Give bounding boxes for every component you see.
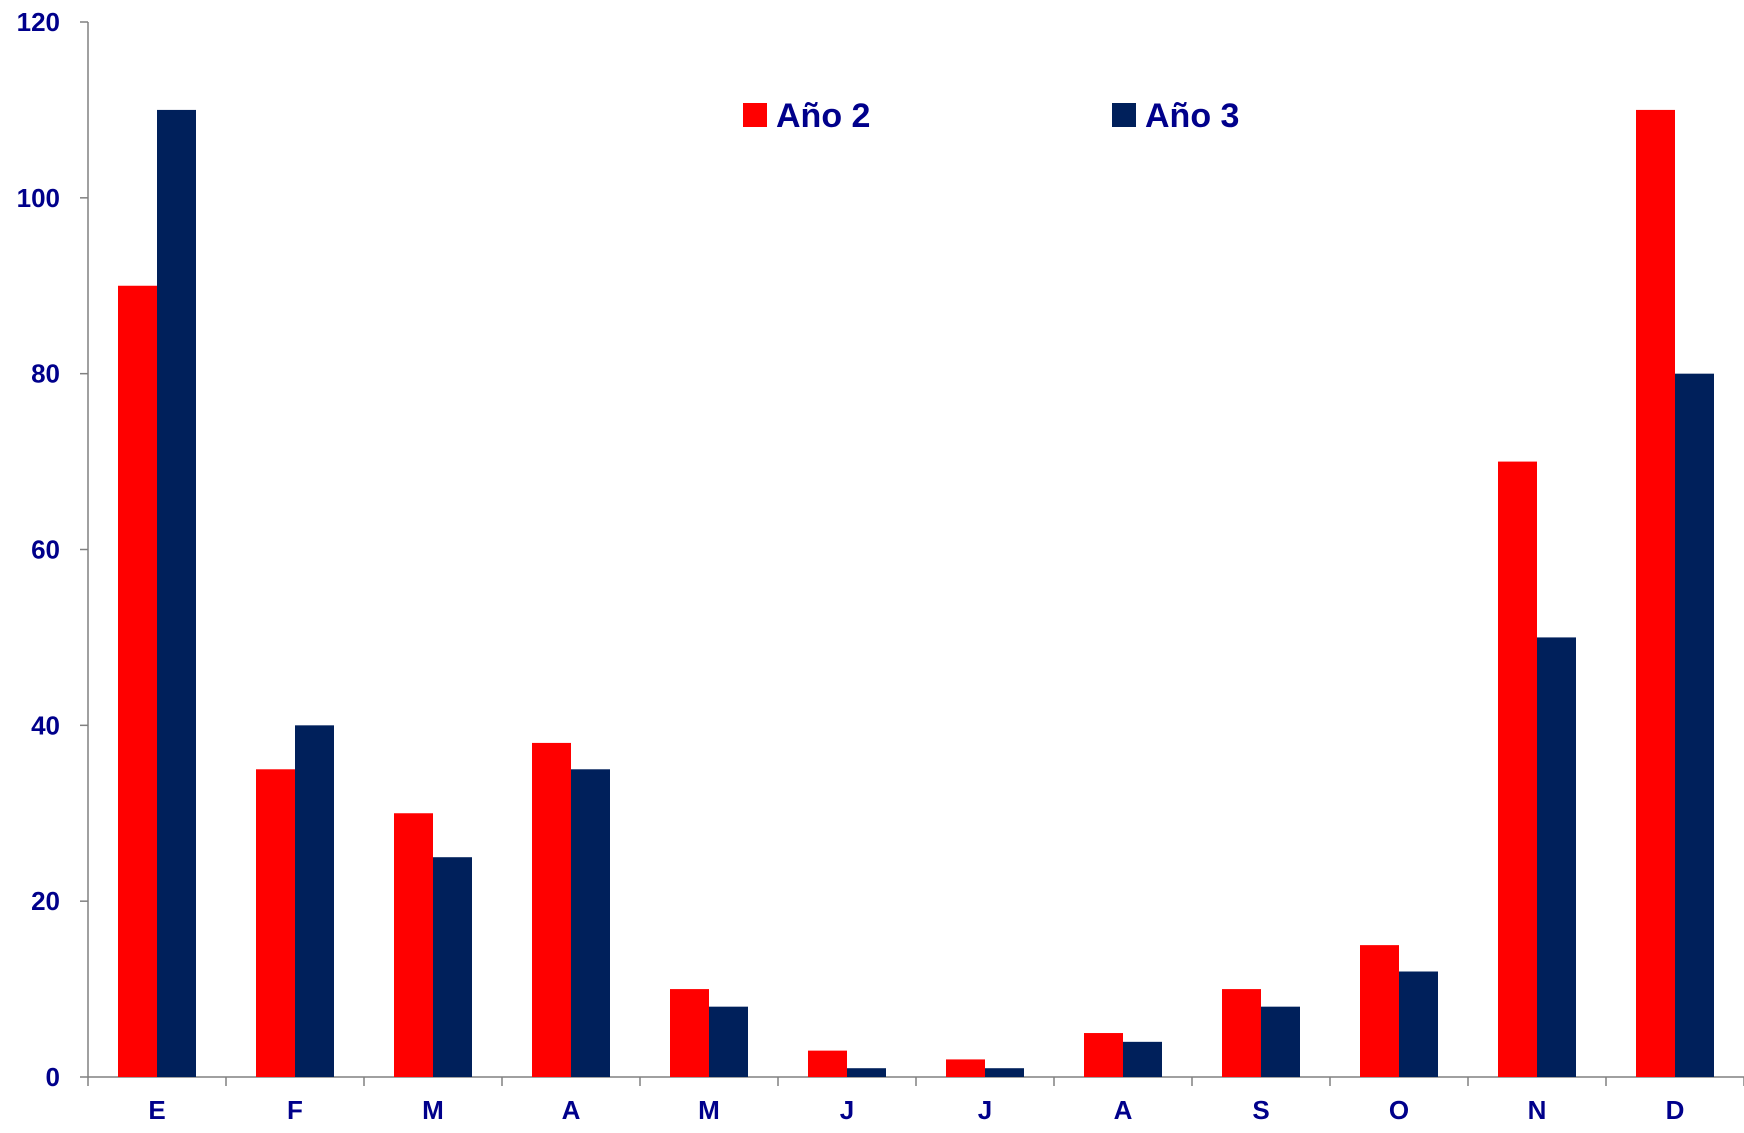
x-tick-label: F (287, 1095, 303, 1125)
legend-swatch (743, 103, 767, 127)
bar-series-2 (1261, 1006, 1300, 1077)
bar-series-2 (985, 1068, 1024, 1077)
bar-series-2 (295, 725, 334, 1077)
y-tick-label: 20 (31, 886, 60, 916)
x-tick-label: E (148, 1095, 165, 1125)
bar-series-2 (1537, 637, 1576, 1077)
y-tick-label: 80 (31, 359, 60, 389)
bar-series-1 (118, 285, 157, 1077)
bar-series-1 (532, 742, 571, 1077)
bar-series-2 (1399, 971, 1438, 1077)
y-axis: 0 20 40 60 80 100 120 (17, 7, 89, 1092)
bar-series-1 (1222, 989, 1261, 1077)
legend-label: Año 2 (776, 97, 870, 135)
bar-series-1 (256, 769, 295, 1077)
bar-series-1 (946, 1059, 985, 1077)
bar-series-2 (709, 1006, 748, 1077)
bar-series-2 (157, 109, 196, 1077)
bar-series-1 (394, 813, 433, 1077)
bar-series-1 (808, 1050, 847, 1077)
x-tick-label: M (422, 1095, 444, 1125)
y-tick-label: 0 (46, 1062, 60, 1092)
bar-series-1 (670, 989, 709, 1077)
legend: Año 2 Año 3 (743, 97, 1239, 135)
bars (118, 109, 1714, 1078)
x-tick-label: S (1252, 1095, 1269, 1125)
bar-series-2 (1675, 373, 1714, 1078)
bar-series-1 (1498, 461, 1537, 1077)
bar-series-2 (571, 769, 610, 1077)
x-tick-label: J (840, 1095, 854, 1125)
legend-swatch (1112, 103, 1136, 127)
y-tick-label: 100 (17, 183, 60, 213)
y-tick-label: 120 (17, 7, 60, 37)
bar-series-1 (1636, 109, 1675, 1077)
x-tick-label: M (698, 1095, 720, 1125)
x-tick-label: J (978, 1095, 992, 1125)
x-tick-label: A (562, 1095, 581, 1125)
bar-series-2 (1123, 1041, 1162, 1077)
x-tick-label: O (1389, 1095, 1409, 1125)
bar-series-2 (433, 857, 472, 1077)
x-tick-label: N (1528, 1095, 1547, 1125)
bar-series-2 (847, 1068, 886, 1077)
bar-series-1 (1084, 1033, 1123, 1077)
x-tick-label: A (1114, 1095, 1133, 1125)
y-tick-label: 40 (31, 710, 60, 740)
x-tick-label: D (1666, 1095, 1685, 1125)
bar-series-1 (1360, 945, 1399, 1077)
y-tick-label: 60 (31, 535, 60, 565)
legend-label: Año 3 (1145, 97, 1239, 135)
